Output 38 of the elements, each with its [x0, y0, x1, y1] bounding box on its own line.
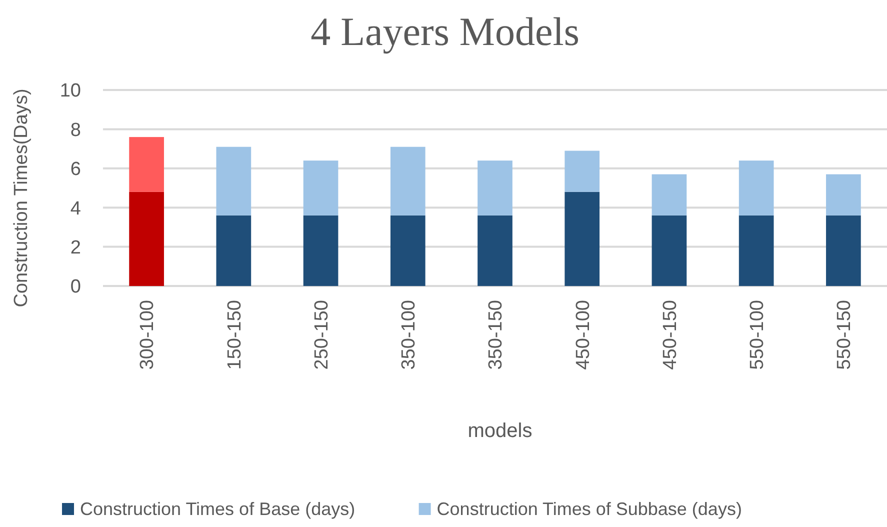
x-tick-label: 550-150	[834, 300, 856, 370]
bar	[564, 150, 600, 192]
x-tick-label: 350-150	[486, 300, 507, 370]
bar	[738, 215, 774, 286]
bar	[564, 192, 600, 286]
y-tick-label: 4	[70, 198, 82, 220]
bar	[826, 215, 861, 286]
y-tick-label: 10	[60, 80, 81, 102]
x-axis-title: models	[468, 420, 532, 442]
x-tick-label: 150-150	[224, 300, 246, 370]
x-tick-label: 450-150	[660, 300, 681, 370]
legend-label: Construction Times of Subbase (days)	[436, 499, 742, 519]
bar	[826, 174, 861, 216]
bar	[478, 215, 512, 286]
bar	[390, 146, 426, 216]
bar	[652, 174, 687, 216]
y-tick-label: 6	[70, 159, 81, 180]
y-tick-label: 8	[70, 120, 81, 141]
x-tick-label: 350-100	[398, 300, 420, 370]
y-tick-label: 2	[70, 237, 81, 258]
x-tick-label: 250-150	[311, 300, 332, 370]
y-axis-title: Construction Times(Days)	[11, 88, 32, 308]
x-tick-label: 550-100	[746, 300, 768, 370]
chart-title: 4 Layers Models	[310, 9, 580, 54]
bar	[129, 137, 164, 192]
bar	[478, 160, 512, 216]
bar	[216, 215, 252, 286]
x-tick-label: 450-100	[572, 300, 594, 370]
bar	[738, 160, 774, 216]
legend-label: Construction Times of Base (days)	[80, 499, 356, 519]
bar	[652, 215, 687, 286]
bar	[216, 146, 252, 216]
bar	[390, 215, 426, 286]
bar	[303, 160, 338, 216]
bar	[129, 192, 164, 286]
x-tick-label: 300-100	[137, 300, 158, 370]
y-tick-label: 0	[70, 276, 81, 298]
bar	[303, 215, 338, 286]
